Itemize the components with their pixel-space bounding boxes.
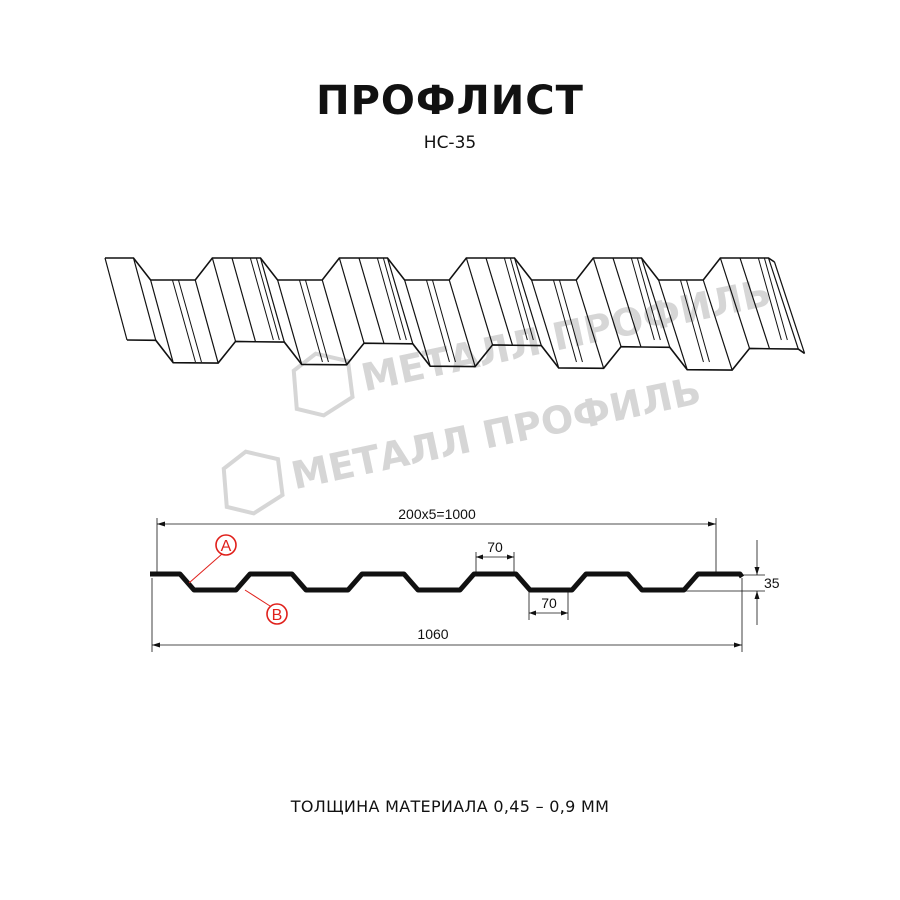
sheet-fold-line — [485, 257, 514, 346]
sheet-fold-line — [702, 279, 733, 371]
sheet-fold-line — [277, 279, 303, 365]
sheet-rib-line — [177, 279, 202, 363]
sheet-fold-line — [531, 279, 560, 369]
marker-b: B — [244, 589, 288, 625]
sheet-fold-line — [773, 261, 806, 354]
sheet-fold-line — [338, 257, 365, 344]
sheet-fold-line — [358, 257, 385, 344]
top-width-label: 70 — [487, 539, 503, 555]
sheet-fold-line — [640, 257, 671, 348]
sheet-rib-line — [304, 279, 329, 363]
profile-line — [150, 571, 745, 593]
sheet-rib-line — [679, 279, 704, 363]
watermark-logo-icon — [291, 351, 355, 418]
sheet-fold-line — [767, 257, 799, 350]
sheet-rib-line — [558, 279, 583, 363]
height-label: 35 — [764, 575, 780, 591]
sheet-top-edge — [105, 257, 775, 281]
sheet-rib-line — [425, 279, 450, 363]
sheet-rib-line — [255, 257, 280, 341]
bottom-width-label: 70 — [541, 595, 557, 611]
sheet-rib-line — [382, 257, 407, 341]
marker-a: A — [188, 534, 237, 584]
sheet-fold-line — [321, 279, 348, 365]
sheet-fold-line — [386, 257, 414, 345]
sheet-rib-line — [249, 257, 274, 341]
sheet-fold-line — [104, 257, 128, 341]
sheet-fold-line — [132, 257, 157, 341]
sheet-fold-line — [259, 257, 285, 343]
total-width-label: 1060 — [417, 626, 448, 642]
watermark-top: МЕТАЛЛ ПРОФИЛЬ — [291, 270, 775, 418]
sheet-rib-line — [636, 257, 661, 341]
sheet-rib-line — [431, 279, 456, 363]
sheet-rib-line — [757, 257, 782, 341]
material-thickness-note: ТОЛЩИНА МАТЕРИАЛА 0,45 – 0,9 ММ — [290, 797, 610, 816]
profiled-sheet-3d-view — [104, 257, 806, 371]
marker-b-label: B — [272, 607, 283, 624]
sheet-fold-line — [592, 257, 622, 347]
sheet-fold-line — [448, 279, 476, 367]
sheet-fold-line — [612, 257, 642, 348]
sheet-fold-line — [194, 279, 219, 364]
model-subtitle: НС-35 — [423, 133, 477, 153]
sheet-bottom-edge — [126, 339, 806, 371]
profile-section — [150, 518, 765, 652]
watermark-bottom: МЕТАЛЛ ПРОФИЛЬ — [221, 368, 705, 516]
pitch-dimension-label: 200x5=1000 — [398, 506, 476, 522]
sheet-rib-line — [503, 257, 528, 341]
sheet-fold-line — [404, 279, 431, 367]
sheet-rib-line — [298, 279, 323, 363]
sheet-fold-line — [513, 257, 542, 346]
sheet-fold-line — [575, 279, 605, 369]
watermark-logo-icon — [221, 449, 285, 516]
page-title: ПРОФЛИСТ — [316, 78, 584, 124]
sheet-fold-line — [719, 257, 751, 349]
sheet-rib-line — [376, 257, 401, 341]
sheet-fold-line — [658, 279, 688, 370]
sheet-fold-line — [211, 257, 237, 342]
sheet-fold-line — [231, 257, 257, 342]
sheet-rib-line — [763, 257, 788, 341]
sheet-rib-line — [685, 279, 710, 363]
sheet-fold-line — [150, 279, 174, 363]
watermark-text: МЕТАЛЛ ПРОФИЛЬ — [357, 270, 774, 400]
sheet-fold-line — [739, 257, 771, 349]
sheet-fold-line — [465, 257, 494, 346]
sheet-rib-line — [630, 257, 655, 341]
sheet-rib-line — [552, 279, 577, 363]
sheet-rib-line — [171, 279, 196, 363]
marker-a-label: A — [221, 538, 232, 555]
sheet-rib-line — [509, 257, 534, 341]
